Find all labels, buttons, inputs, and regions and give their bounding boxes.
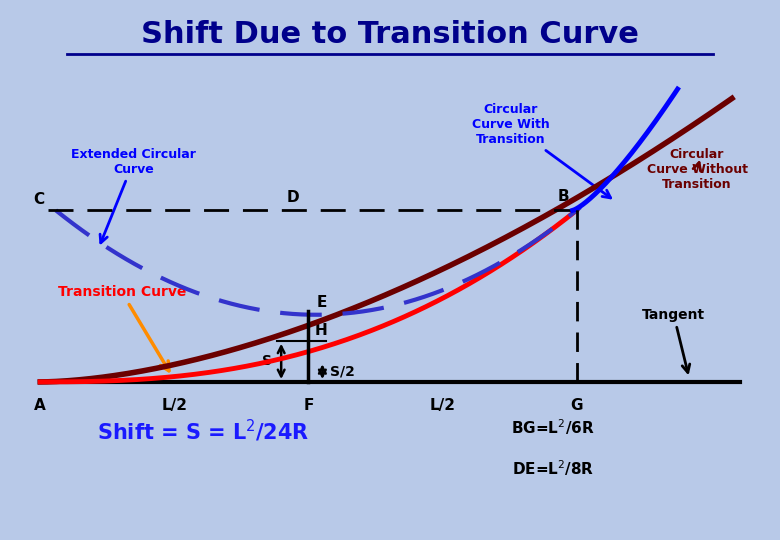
Text: A: A [34,399,46,413]
Text: L/2: L/2 [161,399,187,413]
Text: Shift Due to Transition Curve: Shift Due to Transition Curve [141,20,639,49]
Text: S: S [262,354,272,368]
Text: G: G [570,399,583,413]
Text: E: E [316,295,327,310]
Text: Extended Circular
Curve: Extended Circular Curve [71,148,196,243]
Text: F: F [303,399,314,413]
Text: B: B [557,190,569,204]
Text: Shift = S = L$^2$/24R: Shift = S = L$^2$/24R [98,417,310,443]
Text: L/2: L/2 [430,399,456,413]
Text: Transition Curve: Transition Curve [58,285,186,371]
Text: DE=L$^2$/8R: DE=L$^2$/8R [512,458,594,477]
Text: H: H [314,323,328,338]
Text: Circular
Curve Without
Transition: Circular Curve Without Transition [647,148,747,191]
Text: Circular
Curve With
Transition: Circular Curve With Transition [472,103,611,198]
Text: C: C [33,192,44,207]
Text: Tangent: Tangent [642,308,705,373]
Text: S/2: S/2 [330,364,355,379]
Text: D: D [286,190,299,205]
Text: BG=L$^2$/6R: BG=L$^2$/6R [512,417,595,436]
